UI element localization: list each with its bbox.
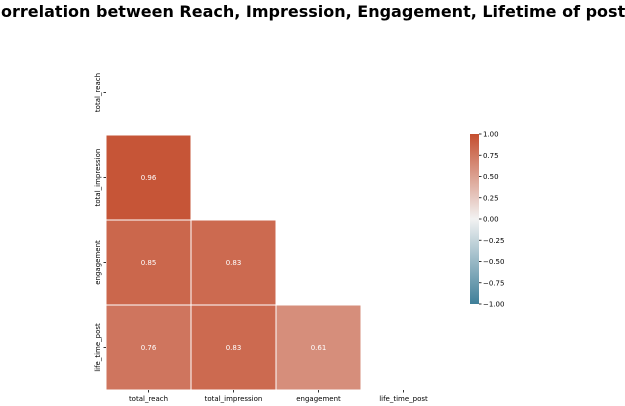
chart-title: Correlation between Reach, Impression, E… [0,2,625,21]
colorbar-tick-label: 1.00 [483,131,499,139]
x-tick-label: total_reach [129,395,168,403]
colorbar-tick-label: −0.25 [483,237,504,245]
y-tick-label: total_reach [94,73,102,112]
heatmap-cell-life_time_post-engagement [275,304,362,391]
cell-value-label: 0.76 [141,344,157,352]
heatmap-cell-life_time_post-total_impression [190,304,277,391]
colorbar-tick-label: 0.25 [483,194,499,202]
y-axis-ticks: total_reach total_impression engagement lif… [94,73,106,372]
x-tick-label: total_impression [205,395,263,403]
cell-value-label: 0.96 [141,174,157,182]
colorbar-gradient [470,134,479,304]
heatmap-cells: 0.96 0.85 0.83 0.76 0.83 0.61 [105,134,362,391]
colorbar-tick-label: −0.75 [483,279,504,287]
x-tick-label: engagement [296,395,341,403]
colorbar-tick-label: −1.00 [483,301,504,309]
heatmap-cell-engagement-total_impression [190,219,277,306]
x-tick-label: life_time_post [379,395,428,403]
y-tick-label: total_impression [94,149,102,207]
heatmap-cell-total_impression-total_reach [105,134,192,221]
cell-value-label: 0.83 [226,344,242,352]
heatmap-cell-life_time_post-total_reach [105,304,192,391]
colorbar-tick-label: 0.50 [483,173,499,181]
cell-value-label: 0.85 [141,259,157,267]
cell-value-label: 0.83 [226,259,242,267]
heatmap-cell-engagement-total_reach [105,219,192,306]
y-tick-label: engagement [94,240,102,285]
x-axis-ticks: total_reach total_impression engagement lif… [129,390,428,403]
colorbar: 1.00 0.75 0.50 0.25 0.00 −0.25 −0.50 −0.75 −1.00 [470,131,504,309]
colorbar-tick-label: 0.00 [483,216,499,224]
y-tick-label: life_time_post [94,323,102,372]
colorbar-tick-label: −0.50 [483,258,504,266]
cell-value-label: 0.61 [311,344,327,352]
colorbar-tick-label: 0.75 [483,152,499,160]
